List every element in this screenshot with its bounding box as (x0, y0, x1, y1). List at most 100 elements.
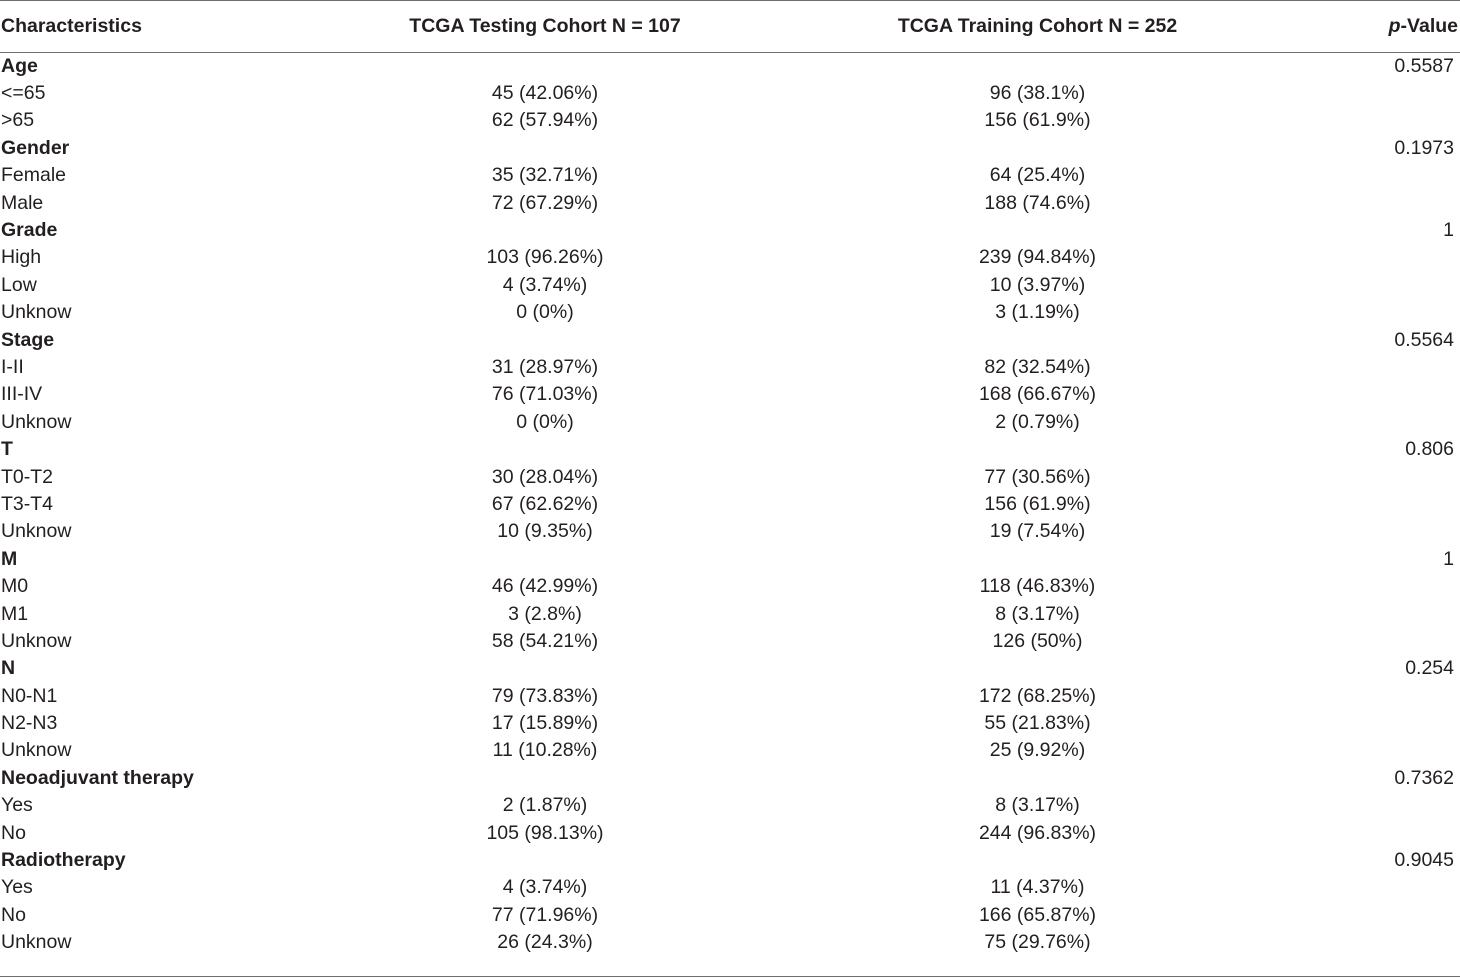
training-cohort-value: 2 (0.79%) (995, 410, 1080, 433)
empty-cell (1315, 600, 1460, 627)
row-label: T3-T4 (1, 492, 54, 515)
training-cohort-value: 8 (3.17%) (995, 794, 1080, 817)
training-cohort-value: 25 (9.92%) (989, 739, 1086, 762)
testing-cohort-value: 58 (54.21%) (491, 629, 599, 652)
testing-cohort-value: 46 (42.99%) (491, 575, 599, 598)
empty-cell (760, 847, 1315, 874)
empty-cell (1315, 710, 1460, 737)
table-row: Unknow 26 (24.3%) 75 (29.76%) (0, 929, 1460, 956)
group-row: N 0.254 (0, 655, 1460, 682)
group-label: Neoadjuvant therapy (1, 766, 194, 789)
testing-cohort-value: 103 (96.26%) (486, 246, 604, 269)
training-cohort-value: 118 (46.83%) (979, 575, 1096, 598)
table-row: Unknow 0 (0%) 3 (1.19%) (0, 299, 1460, 326)
table-row: Unknow 0 (0%) 2 (0.79%) (0, 409, 1460, 436)
group-row: Stage 0.5564 (0, 326, 1460, 353)
group-p-value: 0.7362 (1394, 766, 1454, 789)
group-label: N (1, 657, 16, 680)
empty-cell (1315, 902, 1460, 929)
header-p-value-italic: p (1388, 15, 1401, 37)
header-testing-cohort: TCGA Testing Cohort N = 107 (330, 0, 760, 53)
group-p-value: 0.1973 (1394, 136, 1454, 159)
empty-cell (330, 436, 760, 463)
table-row: No 77 (71.96%) 166 (65.87%) (0, 902, 1460, 929)
group-row: Radiotherapy 0.9045 (0, 847, 1460, 874)
empty-cell (330, 847, 760, 874)
group-label: Grade (1, 219, 58, 242)
empty-cell (1315, 299, 1460, 326)
testing-cohort-value: 11 (10.28%) (492, 739, 598, 762)
group-p-value: 0.5564 (1394, 328, 1454, 351)
row-label: <=65 (1, 82, 46, 105)
row-label: M0 (1, 575, 29, 598)
training-cohort-value: 172 (68.25%) (978, 684, 1097, 707)
empty-cell (1315, 573, 1460, 600)
empty-cell (760, 135, 1315, 162)
table-row: N0-N1 79 (73.83%) 172 (68.25%) (0, 682, 1460, 709)
training-cohort-value: 19 (7.54%) (989, 520, 1086, 543)
training-cohort-value: 11 (4.37%) (990, 876, 1085, 899)
group-row: T 0.806 (0, 436, 1460, 463)
table-row: Unknow 11 (10.28%) 25 (9.92%) (0, 737, 1460, 764)
row-label: Unknow (1, 410, 72, 433)
group-p-value: 0.254 (1405, 657, 1454, 680)
header-training-cohort: TCGA Training Cohort N = 252 (760, 0, 1315, 53)
empty-cell (1315, 354, 1460, 381)
table-row: >65 62 (57.94%) 156 (61.9%) (0, 107, 1460, 134)
empty-cell (760, 765, 1315, 792)
table-row: Yes 4 (3.74%) 11 (4.37%) (0, 874, 1460, 901)
empty-cell (1315, 463, 1460, 490)
empty-cell (760, 53, 1315, 80)
group-row: Grade 1 (0, 217, 1460, 244)
empty-cell (330, 135, 760, 162)
empty-cell (1315, 244, 1460, 271)
table-row: N2-N3 17 (15.89%) 55 (21.83%) (0, 710, 1460, 737)
testing-cohort-value: 4 (3.74%) (502, 876, 588, 899)
table-row: No 105 (98.13%) 244 (96.83%) (0, 819, 1460, 846)
header-row: Characteristics TCGA Testing Cohort N = … (0, 0, 1460, 53)
empty-cell (330, 217, 760, 244)
row-label: High (1, 246, 42, 269)
empty-cell (1315, 491, 1460, 518)
group-row: Age 0.5587 (0, 53, 1460, 80)
row-label: Unknow (1, 301, 72, 324)
training-cohort-value: 188 (74.6%) (984, 191, 1091, 214)
row-label: I-II (1, 355, 24, 378)
testing-cohort-value: 4 (3.74%) (502, 273, 588, 296)
empty-cell (1315, 929, 1460, 956)
row-label: Low (1, 273, 37, 296)
empty-cell (1315, 874, 1460, 901)
group-row: Gender 0.1973 (0, 135, 1460, 162)
testing-cohort-value: 0 (0%) (516, 410, 574, 433)
group-p-value: 1 (1443, 219, 1454, 242)
empty-cell (760, 326, 1315, 353)
empty-cell (1315, 381, 1460, 408)
testing-cohort-value: 2 (1.87%) (502, 794, 588, 817)
training-cohort-value: 55 (21.83%) (984, 712, 1091, 735)
row-label: No (1, 821, 26, 844)
empty-cell (1315, 272, 1460, 299)
group-label: M (1, 547, 18, 570)
empty-cell (1315, 737, 1460, 764)
row-label: Unknow (1, 520, 72, 543)
group-label: Stage (1, 328, 55, 351)
empty-cell (760, 217, 1315, 244)
training-cohort-value: 77 (30.56%) (984, 465, 1091, 488)
testing-cohort-value: 105 (98.13%) (486, 821, 604, 844)
empty-cell (1315, 107, 1460, 134)
training-cohort-value: 3 (1.19%) (995, 301, 1080, 324)
characteristics-table: Characteristics TCGA Testing Cohort N = … (0, 0, 1460, 956)
testing-cohort-value: 30 (28.04%) (491, 465, 599, 488)
training-cohort-value: 64 (25.4%) (989, 164, 1086, 187)
row-label: Unknow (1, 931, 72, 954)
training-cohort-value: 75 (29.76%) (984, 931, 1091, 954)
testing-cohort-value: 45 (42.06%) (491, 82, 599, 105)
group-p-value: 0.806 (1405, 438, 1454, 461)
table-row: Yes 2 (1.87%) 8 (3.17%) (0, 792, 1460, 819)
empty-cell (1315, 792, 1460, 819)
training-cohort-value: 156 (61.9%) (984, 109, 1091, 132)
empty-cell (760, 436, 1315, 463)
row-label: T0-T2 (1, 465, 54, 488)
